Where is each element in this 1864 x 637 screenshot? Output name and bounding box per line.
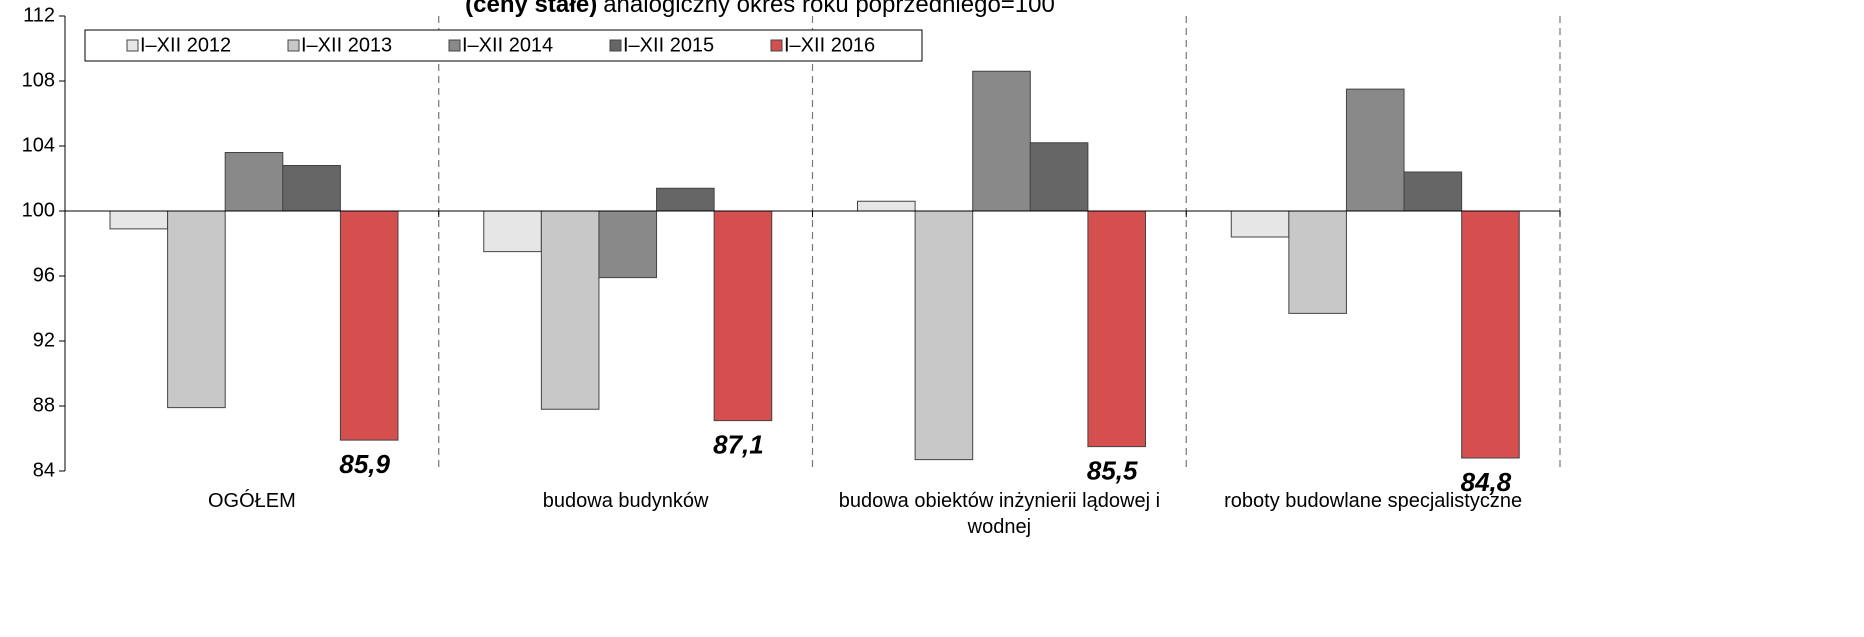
legend-marker bbox=[448, 39, 461, 52]
bar bbox=[224, 152, 284, 212]
title-text: analogiczny okres roku poprzedniego=100 bbox=[603, 0, 1055, 18]
legend-label: I–XII 2015 bbox=[623, 34, 714, 56]
bar bbox=[339, 210, 399, 441]
bar bbox=[713, 210, 773, 422]
x-tick-label: budowa budynków bbox=[542, 490, 709, 512]
bar bbox=[1288, 210, 1347, 314]
bar bbox=[1087, 210, 1147, 448]
x-tick-label: OGÓŁEM bbox=[207, 490, 296, 512]
bar bbox=[914, 210, 974, 461]
bar bbox=[1029, 142, 1089, 212]
bar bbox=[1230, 210, 1290, 238]
y-tick-label: 84 bbox=[33, 459, 55, 481]
bar bbox=[483, 210, 542, 253]
bar bbox=[282, 165, 341, 212]
bar bbox=[1345, 88, 1405, 212]
y-tick-label: 112 bbox=[23, 4, 55, 26]
legend-label: I–XII 2013 bbox=[301, 34, 392, 56]
y-tick-label: 100 bbox=[22, 199, 55, 221]
x-tick-label: roboty budowlane specjalistyczne bbox=[1224, 490, 1523, 512]
y-tick-label: 108 bbox=[22, 69, 55, 91]
bar bbox=[167, 210, 226, 409]
legend-label: I–XII 2016 bbox=[784, 34, 875, 56]
legend-marker bbox=[126, 39, 139, 52]
value-label: 84,8 bbox=[1461, 467, 1512, 497]
bar bbox=[1403, 171, 1463, 212]
chart-title: (ceny stałe) analogiczny okres roku poprz… bbox=[465, 0, 1055, 18]
bar bbox=[598, 210, 658, 279]
legend-label: I–XII 2014 bbox=[462, 34, 553, 56]
y-tick-label: 96 bbox=[33, 264, 55, 286]
legend-marker bbox=[770, 39, 783, 52]
bar bbox=[656, 187, 715, 212]
bar bbox=[540, 210, 600, 410]
legend-label: I–XII 2012 bbox=[140, 34, 231, 56]
bar bbox=[1461, 210, 1520, 459]
legend-marker bbox=[609, 39, 622, 52]
x-tick-label: budowa obiektów inżynierii lądowej i wod… bbox=[838, 490, 1161, 538]
y-tick-label: 92 bbox=[33, 329, 55, 351]
y-tick-label: 104 bbox=[22, 134, 55, 156]
value-label: 85,9 bbox=[339, 449, 390, 479]
title-bold: (ceny stałe) bbox=[465, 0, 597, 18]
y-tick-label: 88 bbox=[33, 394, 55, 416]
bar bbox=[972, 70, 1031, 212]
value-label: 87,1 bbox=[713, 430, 764, 460]
value-label: 85,5 bbox=[1087, 456, 1138, 486]
legend-marker bbox=[287, 39, 300, 52]
bar bbox=[109, 210, 169, 230]
bar bbox=[857, 200, 916, 212]
